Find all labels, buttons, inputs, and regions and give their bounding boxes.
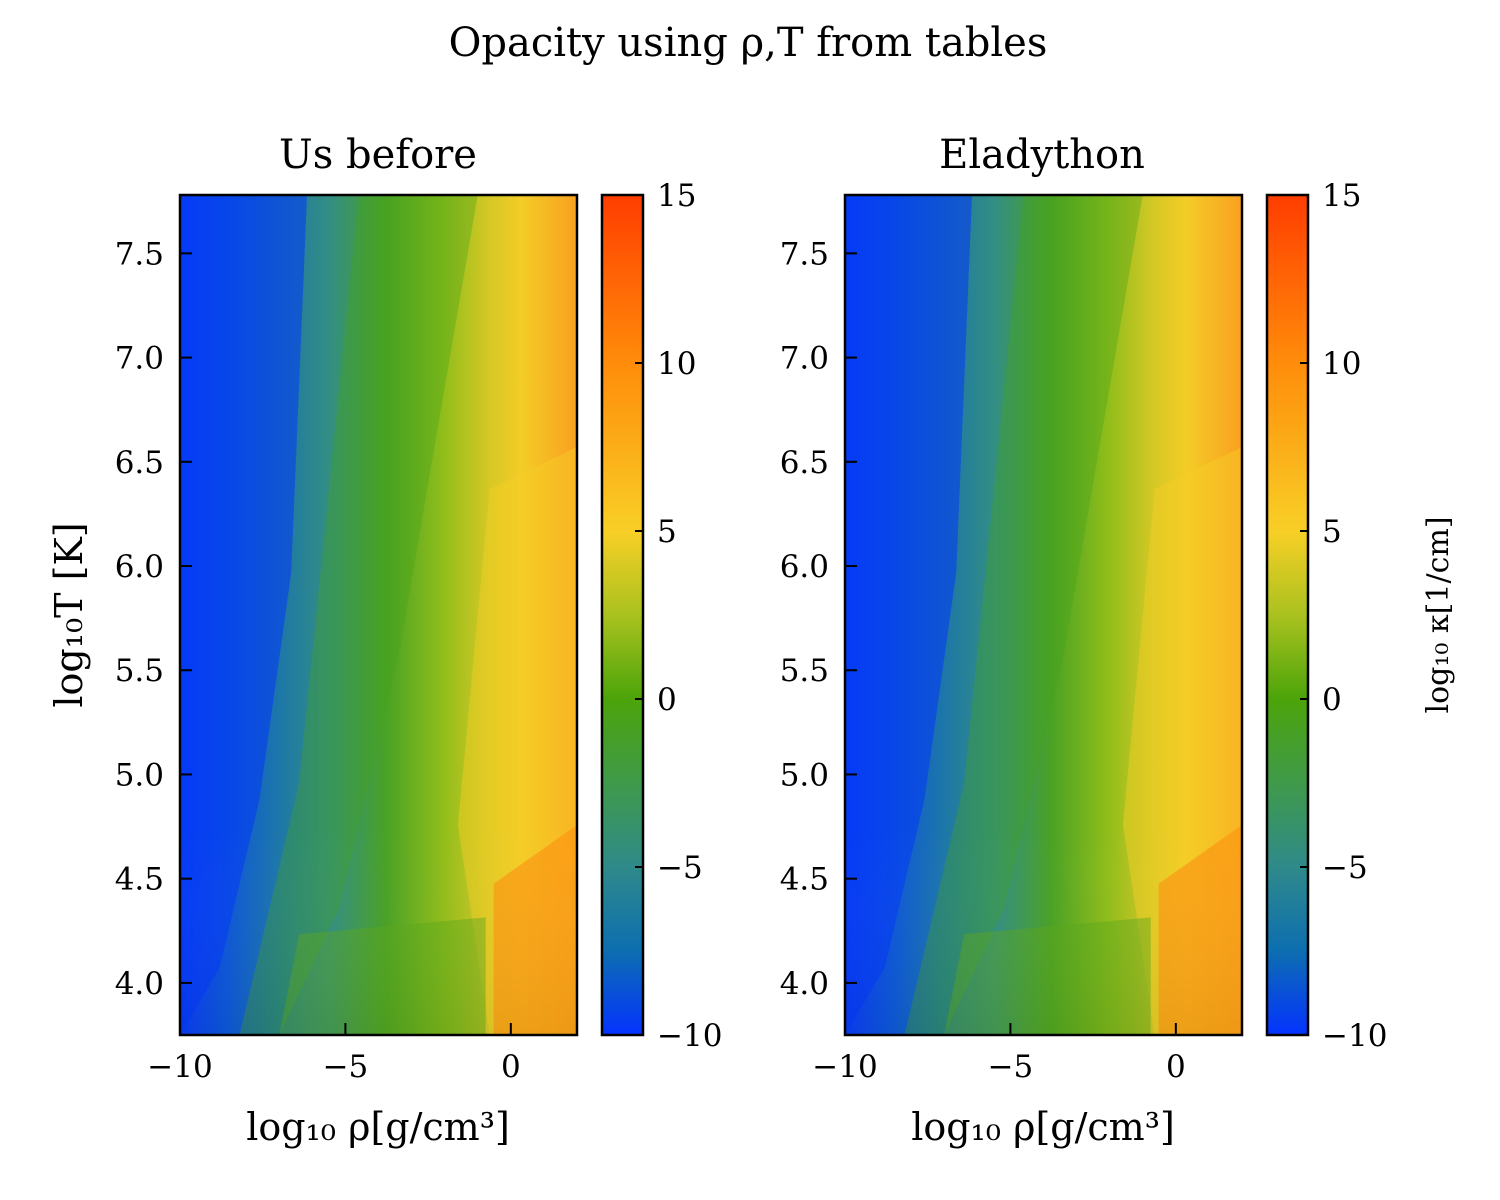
heatmap-shade: [845, 195, 1242, 1035]
y-tick-label: 4.5: [780, 862, 829, 898]
y-tick-label: 6.0: [115, 549, 164, 585]
axis-ticks: −10 −5 0 4.0 4.5 5.0 5.5 6.0 6.5 7.0 7.5: [115, 236, 521, 1085]
y-tick-label: 4.0: [115, 966, 164, 1002]
y-tick-label: 4.5: [115, 862, 164, 898]
colorbar-tick-label: −5: [1322, 850, 1368, 886]
colorbar-tick-label: 0: [657, 682, 677, 718]
colorbar-tick-label: −10: [1322, 1018, 1387, 1054]
colorbar-ticks: −10 −5 0 5 10 15: [635, 178, 722, 1054]
y-tick-label: 5.5: [115, 653, 164, 689]
y-tick-label: 6.5: [780, 445, 829, 481]
y-tick-label: 7.0: [115, 341, 164, 377]
x-tick-label: 0: [501, 1049, 521, 1085]
colorbar: [1265, 193, 1310, 1037]
figure-suptitle: Opacity using ρ,T from tables: [449, 20, 1048, 66]
panel-eladython: Eladython −10 −5 0 4.0 4.5 5.0 5.5 6.0 6.5 7.0 7.5…: [780, 132, 1456, 1149]
x-tick-label: −10: [812, 1049, 877, 1085]
y-tick-label: 7.0: [780, 341, 829, 377]
axis-ticks: −10 −5 0 4.0 4.5 5.0 5.5 6.0 6.5 7.0 7.5: [780, 236, 1186, 1085]
y-tick-label: 6.5: [115, 445, 164, 481]
colorbar-tick-label: 5: [1322, 514, 1342, 550]
y-tick-label: 5.0: [115, 757, 164, 793]
y-tick-label: 6.0: [780, 549, 829, 585]
colorbar-tick-label: 0: [1322, 682, 1342, 718]
colorbar-tick-label: 10: [657, 346, 696, 382]
colorbar: [600, 193, 645, 1037]
colorbar-label: log₁₀ κ[1/cm]: [1421, 516, 1456, 713]
x-axis-label: log₁₀ ρ[g/cm³]: [246, 1105, 510, 1149]
panel-us-before: Us before −10 −5 0 4.0 4.5 5.0 5.5 6.0 6.5 7.0 7.5…: [47, 132, 722, 1149]
axes-frame: [178, 193, 579, 1037]
axes-frame: [843, 193, 1244, 1037]
y-tick-label: 7.5: [780, 236, 829, 272]
x-axis-label: log₁₀ ρ[g/cm³]: [911, 1105, 1175, 1149]
x-tick-label: −5: [988, 1049, 1034, 1085]
colorbar-tick-label: 15: [1322, 178, 1361, 214]
x-tick-label: 0: [1166, 1049, 1186, 1085]
colorbar-tick-label: −10: [657, 1018, 722, 1054]
heatmap-area: [845, 195, 1242, 1035]
x-tick-label: −10: [147, 1049, 212, 1085]
colorbar-tick-label: 15: [657, 178, 696, 214]
y-tick-label: 5.0: [780, 757, 829, 793]
y-axis-label: log₁₀T [K]: [47, 522, 91, 707]
y-tick-label: 7.5: [115, 236, 164, 272]
y-tick-label: 4.0: [780, 966, 829, 1002]
panel-title: Eladython: [939, 132, 1145, 178]
colorbar-tick-label: 5: [657, 514, 677, 550]
y-tick-label: 5.5: [780, 653, 829, 689]
x-tick-label: −5: [323, 1049, 369, 1085]
colorbar-tick-label: 10: [1322, 346, 1361, 382]
colorbar-tick-label: −5: [657, 850, 703, 886]
heatmap-area: [180, 195, 577, 1035]
colorbar-ticks: −10 −5 0 5 10 15: [1300, 178, 1387, 1054]
heatmap-shade: [180, 195, 577, 1035]
panel-title: Us before: [279, 132, 477, 178]
